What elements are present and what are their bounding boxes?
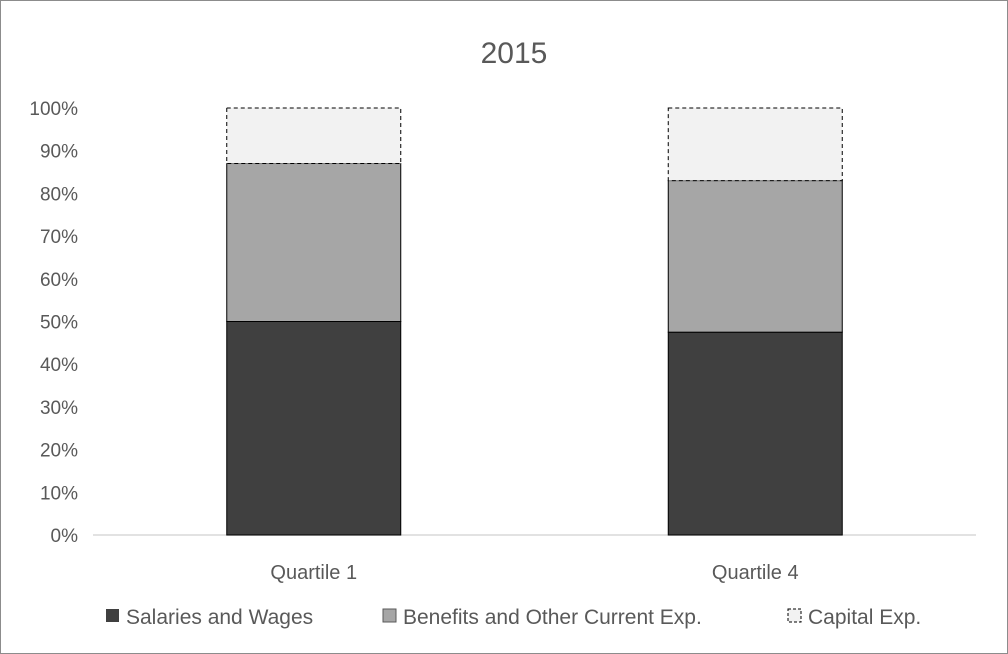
- bar-segment: [667, 180, 843, 333]
- legend-label: Benefits and Other Current Exp.: [403, 606, 702, 629]
- legend-label: Salaries and Wages: [126, 606, 313, 629]
- bar-segment: [667, 331, 843, 536]
- legend-swatch: [787, 608, 802, 623]
- bar-segment: [226, 163, 402, 322]
- y-tick-label: 0%: [51, 526, 79, 547]
- y-tick-label: 40%: [40, 355, 78, 376]
- bar-segment: [667, 107, 843, 182]
- legend-swatch: [382, 608, 397, 623]
- x-tick-label: Quartile 4: [712, 562, 799, 584]
- y-tick-label: 70%: [40, 227, 78, 248]
- y-tick-label: 20%: [40, 441, 78, 462]
- y-tick-label: 100%: [29, 99, 78, 120]
- y-tick-label: 10%: [40, 483, 78, 504]
- legend: Salaries and Wages Benefits and Other Cur…: [106, 606, 921, 629]
- y-tick-label: 60%: [40, 270, 78, 291]
- y-axis: 0% 10% 20% 30% 40% 50% 60% 70% 80% 90% 100%: [29, 99, 78, 547]
- y-tick-label: 50%: [40, 313, 78, 334]
- legend-label: Capital Exp.: [808, 606, 921, 629]
- bar-segment: [226, 321, 402, 536]
- y-tick-label: 90%: [40, 142, 78, 163]
- y-tick-label: 30%: [40, 398, 78, 419]
- bar-segment: [226, 107, 402, 165]
- y-tick-label: 80%: [40, 184, 78, 205]
- x-tick-label: Quartile 1: [270, 562, 357, 584]
- chart-title: 2015: [481, 37, 548, 70]
- bars: [226, 107, 843, 536]
- legend-swatch: [106, 609, 119, 622]
- x-axis: Quartile 1 Quartile 4: [270, 562, 798, 584]
